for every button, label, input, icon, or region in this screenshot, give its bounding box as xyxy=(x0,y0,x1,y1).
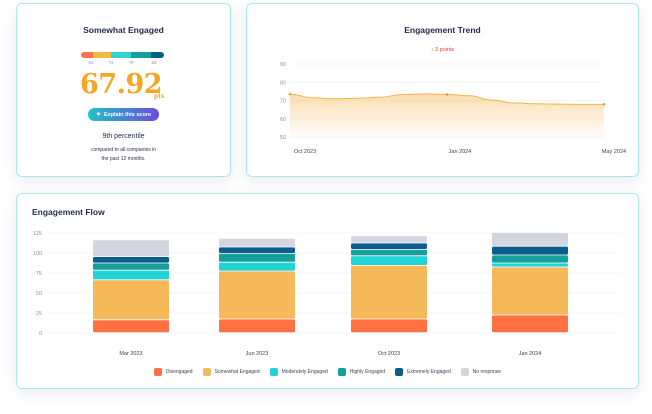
legend-swatch xyxy=(460,368,469,376)
trend-y-tick-label: 60 xyxy=(280,117,286,123)
scale-segment xyxy=(81,52,93,58)
flow-card-title: Engagement Flow xyxy=(32,207,105,217)
flow-chart: 125 100 75 50 25 0 Mar 2023 Jun 2023 Oct 2023 Jan… xyxy=(33,231,621,357)
legend-label: No response xyxy=(472,369,502,375)
score-card-title: Somewhat Engaged xyxy=(83,25,164,35)
legend-label: Moderately Engaged xyxy=(281,369,328,375)
flow-bar-segment xyxy=(492,315,568,333)
flow-bar-segment xyxy=(93,320,169,333)
score-card: Somewhat Engaged 67.92 pts ✦ Explain thi… xyxy=(16,3,231,177)
flow-y-tick-label: 125 xyxy=(33,231,42,237)
score-value: 67.92 xyxy=(80,69,163,100)
flow-bar-segment xyxy=(219,247,295,253)
trend-x-tick-label: Oct 2023 xyxy=(294,149,316,155)
legend-label: Somewhat Engaged xyxy=(214,369,260,375)
flow-bar-segment xyxy=(219,271,295,319)
trend-delta-value: 3 points xyxy=(435,47,455,53)
flow-bar-segment xyxy=(219,262,295,271)
explain-score-label: Explain this score xyxy=(103,111,152,118)
flow-x-tick-label: Oct 2023 xyxy=(378,351,400,357)
comparison-line-1: compared to all companies in xyxy=(90,147,157,153)
trend-x-tick-label: Jan 2024 xyxy=(449,149,472,155)
trend-point xyxy=(288,92,292,96)
flow-bar-segment xyxy=(93,270,169,280)
legend-label: Highly Engaged xyxy=(349,369,386,375)
scale-tick-label: 83 xyxy=(151,60,157,65)
flow-bar-segment xyxy=(219,253,295,262)
flow-bar-segment xyxy=(93,257,169,263)
scale-segment xyxy=(110,52,131,58)
trend-point xyxy=(602,103,606,106)
legend-swatch xyxy=(395,368,404,376)
legend-item: Disengaged xyxy=(153,368,193,376)
scale-tick-label: 64 xyxy=(88,60,94,65)
scale-tick-label: 72 xyxy=(108,60,114,65)
legend-item: Extremely Engaged xyxy=(395,368,451,376)
trend-chart: 90 80 70 60 50 Oct 2023 Jan 2024 May 2024 xyxy=(280,62,626,155)
flow-bar-segment xyxy=(93,263,169,270)
trend-y-tick-label: 50 xyxy=(280,135,286,141)
percentile-text: 9th percentile xyxy=(102,133,145,140)
flow-bar-segment xyxy=(492,263,568,267)
legend-swatch xyxy=(153,368,162,376)
flow-y-tick-label: 75 xyxy=(36,271,42,277)
trend-card-title: Engagement Trend xyxy=(404,25,481,35)
trend-y-tick-label: 70 xyxy=(280,99,286,105)
arrow-down-icon: ↓ xyxy=(430,47,434,53)
comparison-text: compared to all companies in the past 12… xyxy=(17,146,230,164)
flow-y-tick-label: 25 xyxy=(36,311,42,317)
flow-bar-segment xyxy=(219,238,295,247)
legend-swatch xyxy=(337,368,346,376)
trend-point xyxy=(445,93,449,96)
sparkle-icon: ✦ xyxy=(95,112,101,118)
flow-bar-segment xyxy=(492,267,568,315)
flow-bar-segment xyxy=(351,265,427,319)
scale-segment xyxy=(92,52,111,58)
flow-bar-segment xyxy=(351,236,427,243)
flow-y-tick-label: 50 xyxy=(36,291,42,297)
flow-bar-segment xyxy=(492,255,568,263)
trend-x-tick-label: May 2024 xyxy=(602,149,626,155)
trend-y-tick-label: 80 xyxy=(280,80,286,86)
scale-segment xyxy=(130,52,151,58)
legend-item: No response xyxy=(460,368,502,376)
flow-x-tick-label: Mar 2023 xyxy=(119,351,142,357)
flow-legend: Disengaged Somewhat Engaged Moderately Eng… xyxy=(17,368,638,376)
flow-bar-segment xyxy=(93,240,169,257)
flow-bar-segment xyxy=(351,256,427,265)
score-scale-bar xyxy=(81,52,164,58)
legend-label: Extremely Engaged xyxy=(407,369,451,375)
trend-card: Engagement Trend ↓ 3 points 90 80 70 60 50 Oc… xyxy=(246,3,639,177)
flow-bar-segment xyxy=(492,233,568,246)
flow-bar-segment xyxy=(351,319,427,333)
legend-swatch xyxy=(269,368,278,376)
explain-score-button[interactable]: ✦ Explain this score xyxy=(88,108,159,121)
scale-tick-label: 78 xyxy=(128,60,134,65)
flow-bar-segment xyxy=(219,319,295,333)
comparison-line-2: the past 12 months. xyxy=(101,156,146,162)
flow-bar-segment xyxy=(93,280,169,320)
legend-item: Somewhat Engaged xyxy=(202,368,260,376)
trend-delta: ↓ 3 points xyxy=(247,47,638,53)
legend-item: Highly Engaged xyxy=(337,368,386,376)
legend-item: Moderately Engaged xyxy=(269,368,328,376)
flow-x-tick-label: Jan 2024 xyxy=(519,351,542,357)
legend-label: Disengaged xyxy=(165,369,193,375)
flow-card: Engagement Flow 125 100 75 50 25 0 Mar 2023 Jun… xyxy=(16,193,639,389)
score-unit: pts xyxy=(154,93,165,100)
flow-y-tick-label: 0 xyxy=(39,331,42,337)
flow-bar-segment xyxy=(351,249,427,256)
flow-y-tick-label: 100 xyxy=(33,251,42,257)
trend-area xyxy=(290,93,604,137)
trend-y-tick-label: 90 xyxy=(280,62,286,68)
flow-bar-segment xyxy=(351,243,427,249)
scale-segment xyxy=(150,52,164,58)
flow-bar-segment xyxy=(492,246,568,255)
flow-x-tick-label: Jun 2023 xyxy=(246,351,269,357)
legend-swatch xyxy=(202,368,211,376)
